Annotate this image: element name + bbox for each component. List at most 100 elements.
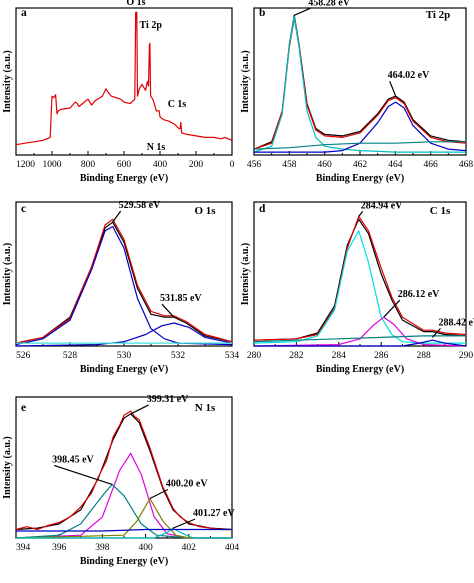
series-line-1 [15, 218, 233, 344]
peak-annotation: 401.27 eV [193, 508, 235, 519]
panel-c: 526 528 530 532 534 Binding Energy (eV) Intens… [2, 200, 239, 375]
series-line-3 [253, 316, 467, 347]
peak-annotation: C 1s [168, 99, 187, 110]
series-line-4 [253, 141, 466, 150]
series-line-1 [253, 215, 467, 341]
panel-letter: a [21, 7, 27, 19]
series-line-4 [254, 339, 467, 347]
peak-annotation: 531.85 eV [160, 293, 202, 304]
annotation-arrow [358, 211, 364, 217]
x-axis-label: Binding Energy (eV) [316, 173, 404, 184]
series-line-1 [15, 410, 232, 531]
peak-annotation: 458.28 eV [308, 0, 350, 8]
x-axis-label: Binding Energy (eV) [80, 556, 168, 567]
plot-frame [15, 201, 233, 347]
y-axis-label: Intensity (a.u.) [2, 436, 13, 499]
x-tick-label: 1200 [16, 160, 35, 170]
x-axis-label: Binding Energy (eV) [80, 173, 168, 184]
panel-e: 394 396 398 400 402 404 Binding Energy (eV) Int… [2, 394, 239, 567]
x-tick-label: 280 [247, 351, 262, 361]
series-line-5 [253, 335, 466, 343]
panel-title: N 1s [195, 402, 216, 414]
x-tick-label: 400 [153, 160, 168, 170]
x-tick-label: 458 [282, 160, 297, 170]
annotation-arrow [383, 299, 401, 318]
x-tick-label: 530 [117, 351, 132, 361]
peak-annotation: 464.02 eV [388, 70, 430, 81]
x-tick-label: 290 [459, 351, 474, 361]
x-tick-label: 396 [52, 543, 67, 553]
panel-letter: b [259, 7, 265, 19]
panel-b: 456 458 460 462 464 466 468 Binding Energy (eV)… [240, 0, 473, 184]
x-tick-label: 800 [81, 160, 96, 170]
annotation-arrow [112, 210, 122, 223]
annotation-arrow [53, 464, 113, 485]
panel-letter: e [21, 402, 26, 414]
x-tick-label: 456 [247, 160, 262, 170]
peak-annotation: O 1s [126, 0, 145, 8]
peak-annotation: 286.12 eV [398, 289, 440, 300]
x-tick-label: 282 [289, 351, 304, 361]
series-line-0 [15, 11, 233, 146]
x-tick-label: 460 [318, 160, 333, 170]
x-tick-label: 400 [138, 543, 153, 553]
panel-title: Ti 2p [426, 9, 451, 21]
x-tick-label: 1000 [43, 160, 62, 170]
annotation-arrow [130, 404, 149, 415]
peak-annotation: 400.20 eV [166, 479, 208, 490]
y-axis-label: Intensity (a.u.) [240, 243, 251, 306]
annotation-arrow [294, 7, 311, 16]
panel-letter: d [259, 203, 266, 215]
x-tick-label: 284 [332, 351, 347, 361]
annotation-arrow [389, 80, 397, 97]
x-axis-label: Binding Energy (eV) [80, 364, 168, 375]
x-tick-label: 534 [225, 351, 240, 361]
series-line-0 [253, 218, 467, 341]
x-tick-label: 466 [424, 160, 439, 170]
y-axis-label: Intensity (a.u.) [240, 50, 251, 113]
series-line-3 [254, 101, 467, 153]
peak-annotation: 288.42 eV [439, 317, 474, 328]
x-tick-label: 468 [459, 160, 474, 170]
peak-annotation: 398.45 eV [52, 454, 94, 465]
series-line-2 [15, 225, 233, 346]
x-tick-label: 532 [171, 351, 186, 361]
x-tick-label: 528 [63, 351, 78, 361]
series-line-6 [16, 528, 232, 532]
peak-annotation: 399.31 eV [147, 394, 189, 405]
annotation-arrow [172, 518, 196, 529]
plot-frame [15, 7, 233, 156]
x-tick-label: 286 [374, 351, 389, 361]
y-axis-label: Intensity (a.u.) [2, 243, 13, 306]
x-tick-label: 600 [117, 160, 132, 170]
x-tick-label: 464 [388, 160, 403, 170]
x-tick-label: 526 [16, 351, 31, 361]
peak-annotation: 529.58 eV [119, 200, 161, 211]
plot-frame [253, 201, 467, 347]
x-tick-label: 404 [225, 543, 240, 553]
x-tick-label: 398 [95, 543, 110, 553]
x-axis-label: Binding Energy (eV) [316, 364, 404, 375]
panel-d: 280 282 284 286 288 290 Binding Energy (eV) Int… [240, 200, 474, 375]
x-tick-label: 402 [182, 543, 197, 553]
series-line-4 [15, 497, 232, 539]
panel-title: C 1s [430, 205, 451, 217]
panel-a: 1200 1000 800 600 400 200 0 Binding Energy (eV)… [2, 0, 235, 184]
annotation-arrow [432, 327, 441, 338]
series-line-3 [15, 483, 232, 539]
peak-annotation: Ti 2p [140, 20, 163, 31]
x-tick-label: 288 [416, 351, 431, 361]
series-line-5 [16, 527, 232, 539]
y-axis-label: Intensity (a.u.) [2, 50, 13, 113]
peak-annotation: 284.94 eV [361, 200, 403, 211]
x-tick-label: 0 [230, 160, 235, 170]
annotation-arrow [149, 488, 169, 500]
series-line-2 [253, 230, 466, 344]
annotation-arrow [161, 303, 175, 318]
panel-letter: c [21, 203, 26, 215]
x-tick-label: 462 [353, 160, 368, 170]
x-tick-label: 394 [16, 543, 31, 553]
panel-title: O 1s [194, 205, 216, 217]
